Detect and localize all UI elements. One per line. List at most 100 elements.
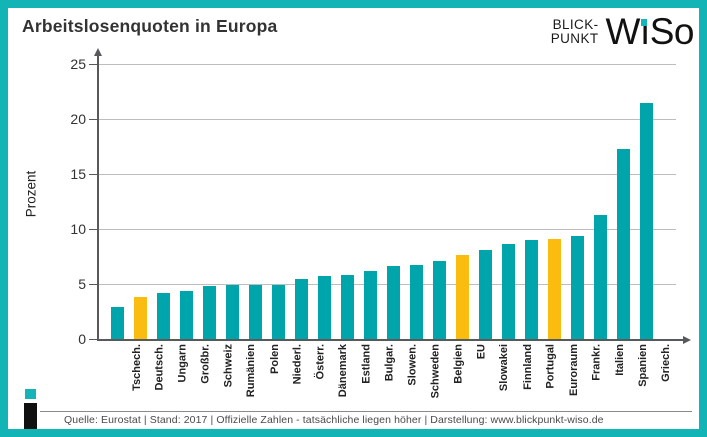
teal-i-dot-icon — [640, 19, 647, 26]
bar-column — [543, 65, 566, 339]
bar-column — [612, 65, 635, 339]
x-label-cell: Portugal — [520, 344, 557, 408]
bar-Schweden — [410, 265, 423, 339]
bar-column — [221, 65, 244, 339]
logo-wordmark-so: So — [649, 11, 695, 52]
y-axis-arrow-icon — [94, 48, 102, 56]
bar-Dänemark — [318, 276, 331, 339]
bar-Euroraum — [548, 238, 561, 339]
bar-Deutsch. — [134, 297, 147, 339]
bar-column — [382, 65, 405, 339]
x-label-cell: Slowen. — [382, 344, 419, 408]
x-label-cell: Deutsch. — [129, 344, 166, 408]
bar-Finnland — [502, 244, 515, 339]
bar-Großbr. — [180, 290, 193, 339]
bar-Slowakei — [479, 249, 492, 339]
bar-Belgien — [433, 260, 446, 339]
gridline-20 — [98, 119, 676, 120]
bar-EU — [456, 255, 469, 339]
y-axis-title: Prozent — [23, 170, 39, 218]
x-label-cell: Schweiz — [198, 344, 235, 408]
x-label-cell: Italien — [589, 344, 626, 408]
x-label-cell: Ungarn — [152, 344, 189, 408]
bar-Griech. — [640, 102, 653, 339]
x-label-cell: EU — [451, 344, 488, 408]
y-tick-label-5: 5 — [78, 276, 86, 292]
bar-Spanien — [617, 148, 630, 339]
bar-Tschech. — [111, 307, 124, 339]
footer-source-text: Quelle: Eurostat | Stand: 2017 | Offizie… — [64, 414, 604, 426]
x-label-cell: Dänemark — [313, 344, 350, 408]
logo-wordmark-w: W — [605, 11, 641, 52]
y-tick-5 — [89, 284, 97, 285]
x-label-cell: Griech. — [635, 344, 672, 408]
y-tick-20 — [89, 119, 97, 120]
x-label-cell: Bulgar. — [359, 344, 396, 408]
x-label-cell: Estland — [336, 344, 373, 408]
bar-Bulgar. — [364, 270, 377, 339]
bar-column — [566, 65, 589, 339]
logo-wordmark: W ı So — [605, 11, 695, 52]
x-label-Griech.: Griech. — [659, 344, 672, 382]
logo-line1: BLICK- — [552, 17, 599, 32]
bar-column — [244, 65, 267, 339]
gridline-15 — [98, 174, 676, 175]
bar-Ungarn — [157, 292, 170, 339]
bar-column — [129, 65, 152, 339]
x-label-cell: Tschech. — [106, 344, 143, 408]
bar-column — [589, 65, 612, 339]
bar-column — [497, 65, 520, 339]
bar-Slowen. — [387, 266, 400, 339]
bar-column — [474, 65, 497, 339]
x-label-cell: Rumänien — [221, 344, 258, 408]
blickpunkt-wiso-logo: BLICK- PUNKT W ı So — [551, 11, 695, 52]
x-label-cell: Großbr. — [175, 344, 212, 408]
x-label-cell: Frankr. — [566, 344, 603, 408]
x-label-cell: Euroraum — [543, 344, 580, 408]
bar-column — [451, 65, 474, 339]
x-label-cell: Schweden — [405, 344, 442, 408]
bar-Estland — [341, 275, 354, 339]
x-axis-line — [97, 339, 683, 341]
x-label-cell: Finnland — [497, 344, 534, 408]
bar-column — [405, 65, 428, 339]
bar-Rumänien — [226, 285, 239, 339]
gridline-10 — [98, 229, 676, 230]
logo-wordmark-i: ı — [639, 11, 650, 52]
bar-Schweiz — [203, 286, 216, 339]
bar-column — [106, 65, 129, 339]
footer-i-mark-dot-icon — [25, 389, 36, 399]
bar-column — [336, 65, 359, 339]
bar-column — [267, 65, 290, 339]
logo-text-small: BLICK- PUNKT — [551, 18, 599, 46]
y-tick-10 — [89, 229, 97, 230]
bar-column — [635, 65, 658, 339]
bar-column — [428, 65, 451, 339]
footer-i-mark-stem-icon — [24, 403, 37, 431]
footer-divider — [40, 411, 692, 412]
y-tick-label-15: 15 — [70, 166, 86, 182]
bar-column — [175, 65, 198, 339]
x-axis-arrow-icon — [683, 336, 691, 344]
y-tick-15 — [89, 174, 97, 175]
y-tick-label-10: 10 — [70, 221, 86, 237]
x-label-cell: Niederl. — [267, 344, 304, 408]
bar-Frankr. — [571, 235, 584, 339]
y-tick-0 — [89, 339, 97, 340]
bars-group — [106, 65, 658, 339]
x-label-cell: Österr. — [290, 344, 327, 408]
x-label-cell: Spanien — [612, 344, 649, 408]
bar-column — [520, 65, 543, 339]
logo-line2: PUNKT — [550, 31, 599, 46]
chart-title: Arbeitslosenquoten in Europa — [22, 16, 278, 36]
bar-Niederl. — [272, 285, 285, 339]
gridline-25 — [98, 64, 676, 65]
bar-Italien — [594, 214, 607, 339]
y-tick-label-20: 20 — [70, 111, 86, 127]
y-tick-label-25: 25 — [70, 56, 86, 72]
y-axis-line — [97, 55, 99, 341]
bar-Polen — [249, 285, 262, 339]
x-axis-labels: Tschech. Deutsch. Ungarn Großbr. Schweiz Rumä… — [106, 344, 672, 408]
x-label-cell: Belgien — [428, 344, 465, 408]
